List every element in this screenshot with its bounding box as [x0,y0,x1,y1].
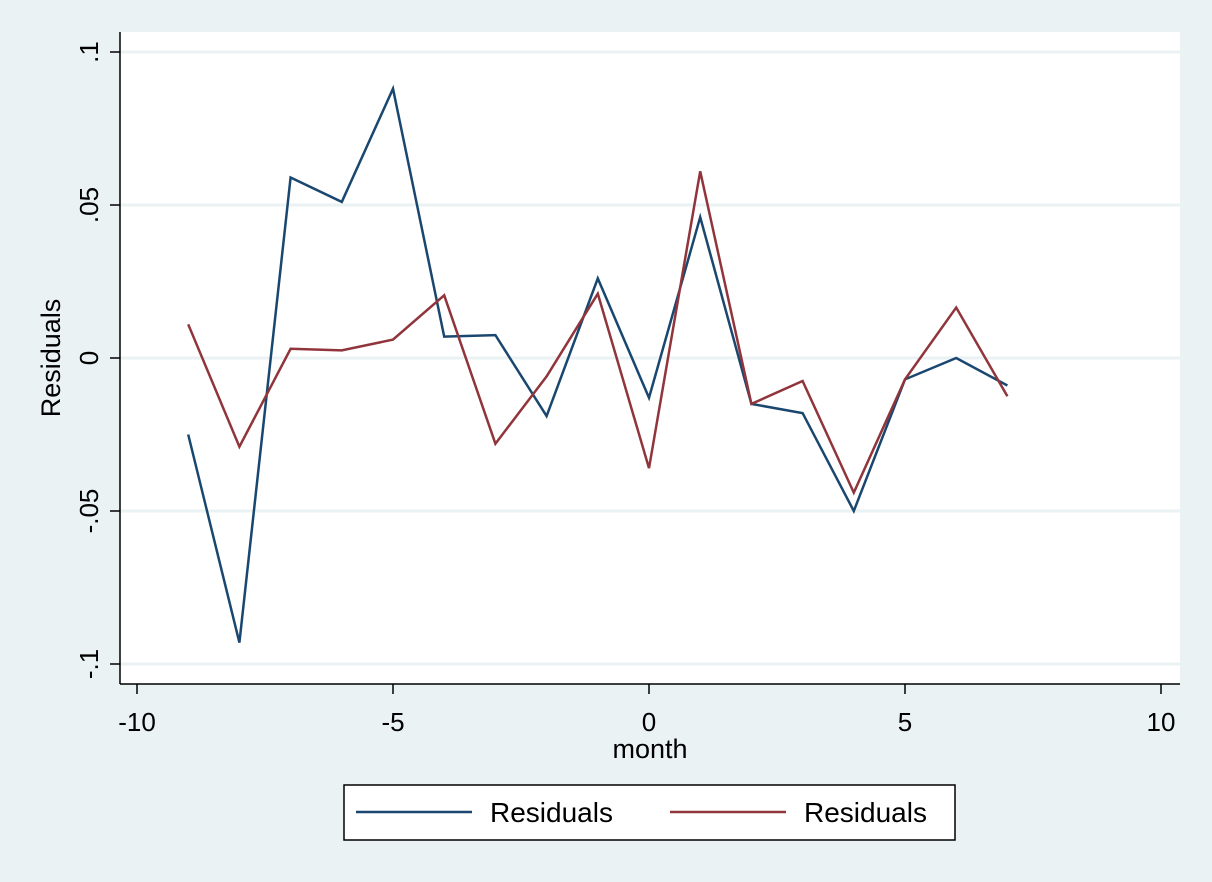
y-tick-label: .1 [74,41,104,63]
y-axis-title: Residuals [36,299,66,418]
legend-label-series-2: Residuals [804,797,927,828]
y-tick-label: -.1 [74,649,104,679]
y-tick-label: .05 [74,187,104,223]
x-tick-label: 10 [1147,707,1176,737]
x-tick-label: -5 [381,707,404,737]
series-lines [186,84,1009,643]
x-tick-label: 5 [898,707,912,737]
legend-label-series-1: Residuals [490,797,613,828]
axis-ticks: -.1 -.05 0 .05 .1 -10 -5 0 5 10 [74,41,1175,737]
y-tick-label: 0 [74,351,104,365]
gridlines [120,50,1180,666]
x-tick-label: -10 [118,707,156,737]
y-tick-label: -.05 [74,489,104,534]
series-line-1 [186,84,1008,643]
x-tick-label: 0 [642,707,656,737]
x-axis-title: month [612,734,687,764]
series-line-2 [187,171,1009,496]
legend: Residuals Residuals [343,784,956,841]
